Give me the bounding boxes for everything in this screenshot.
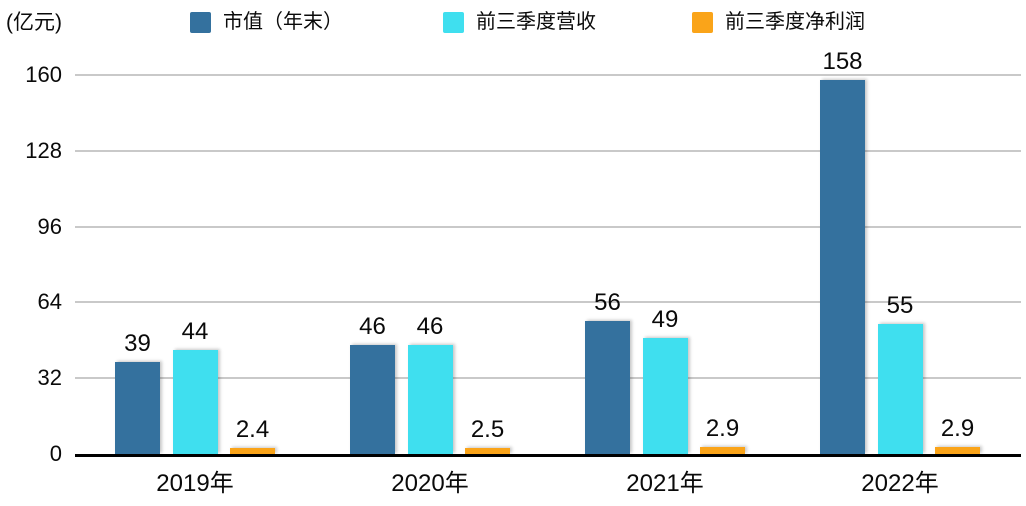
- value-label-market-cap-year-end-2022年: 158: [822, 47, 863, 75]
- value-label-first-three-quarters-revenue-2020年: 46: [416, 313, 444, 341]
- value-label-market-cap-year-end-2019年: 39: [124, 329, 151, 357]
- bar-first-three-quarters-revenue-2020年: [407, 345, 453, 454]
- bar-market-cap-year-end-2019年: [115, 361, 160, 454]
- x-tick-label-2021年: 2021年: [626, 470, 704, 497]
- y-tick-label-64: 64: [37, 289, 62, 315]
- legend-item-net-profit: 前三季度净利润: [692, 10, 865, 34]
- legend-label-market-cap: 市值（年末）: [223, 11, 343, 33]
- legend-swatch-market-cap: [190, 11, 211, 33]
- legend-label-net-profit: 前三季度净利润: [725, 11, 865, 33]
- bar-market-cap-year-end-2022年: [820, 79, 865, 454]
- gridline-160: [75, 74, 1021, 76]
- y-tick-label-0: 0: [49, 441, 62, 466]
- bar-first-three-quarters-net-profit-2020年: [465, 448, 510, 454]
- value-label-first-three-quarters-revenue-2021年: 49: [651, 305, 679, 333]
- x-tick-label-2020年: 2020年: [391, 470, 469, 497]
- gridline-128: [75, 149, 1021, 152]
- bar-market-cap-year-end-2021年: [585, 321, 630, 454]
- gridline-32: [75, 377, 1021, 380]
- value-label-market-cap-year-end-2020年: 46: [359, 313, 386, 341]
- legend-item-revenue: 前三季度营收: [443, 10, 596, 34]
- bar-first-three-quarters-net-profit-2022年: [935, 447, 980, 454]
- gridline-64: [75, 301, 1021, 304]
- legend-item-market-cap: 市值（年末）: [190, 10, 343, 34]
- value-label-first-three-quarters-net-profit-2022年: 2.9: [940, 415, 975, 443]
- value-label-first-three-quarters-net-profit-2019年: 2.4: [235, 416, 270, 444]
- bar-first-three-quarters-revenue-2021年: [642, 337, 688, 454]
- value-label-first-three-quarters-revenue-2022年: 55: [886, 291, 914, 319]
- x-tick-label-2022年: 2022年: [861, 470, 939, 497]
- bar-first-three-quarters-net-profit-2021年: [700, 447, 745, 454]
- gridline-96: [75, 225, 1021, 228]
- bar-first-three-quarters-revenue-2019年: [172, 349, 218, 454]
- bar-market-cap-year-end-2020年: [350, 345, 395, 454]
- bar-first-three-quarters-revenue-2022年: [877, 323, 923, 454]
- y-tick-label-96: 96: [37, 213, 62, 239]
- x-axis-line: [75, 454, 1021, 457]
- legend-swatch-revenue: [443, 11, 464, 33]
- x-tick-label-2019年: 2019年: [156, 470, 234, 497]
- value-label-first-three-quarters-net-profit-2021年: 2.9: [705, 415, 740, 443]
- y-tick-label-160: 160: [25, 62, 62, 87]
- y-axis-unit-label: (亿元): [6, 11, 62, 34]
- value-label-first-three-quarters-revenue-2019年: 44: [181, 317, 209, 345]
- bar-first-three-quarters-net-profit-2019年: [230, 448, 275, 454]
- legend-label-revenue: 前三季度营收: [476, 11, 596, 33]
- y-tick-label-32: 32: [37, 365, 62, 391]
- y-tick-label-128: 128: [25, 137, 62, 163]
- legend-swatch-net-profit: [692, 11, 713, 33]
- value-label-market-cap-year-end-2021年: 56: [594, 289, 621, 317]
- value-label-first-three-quarters-net-profit-2020年: 2.5: [470, 416, 505, 444]
